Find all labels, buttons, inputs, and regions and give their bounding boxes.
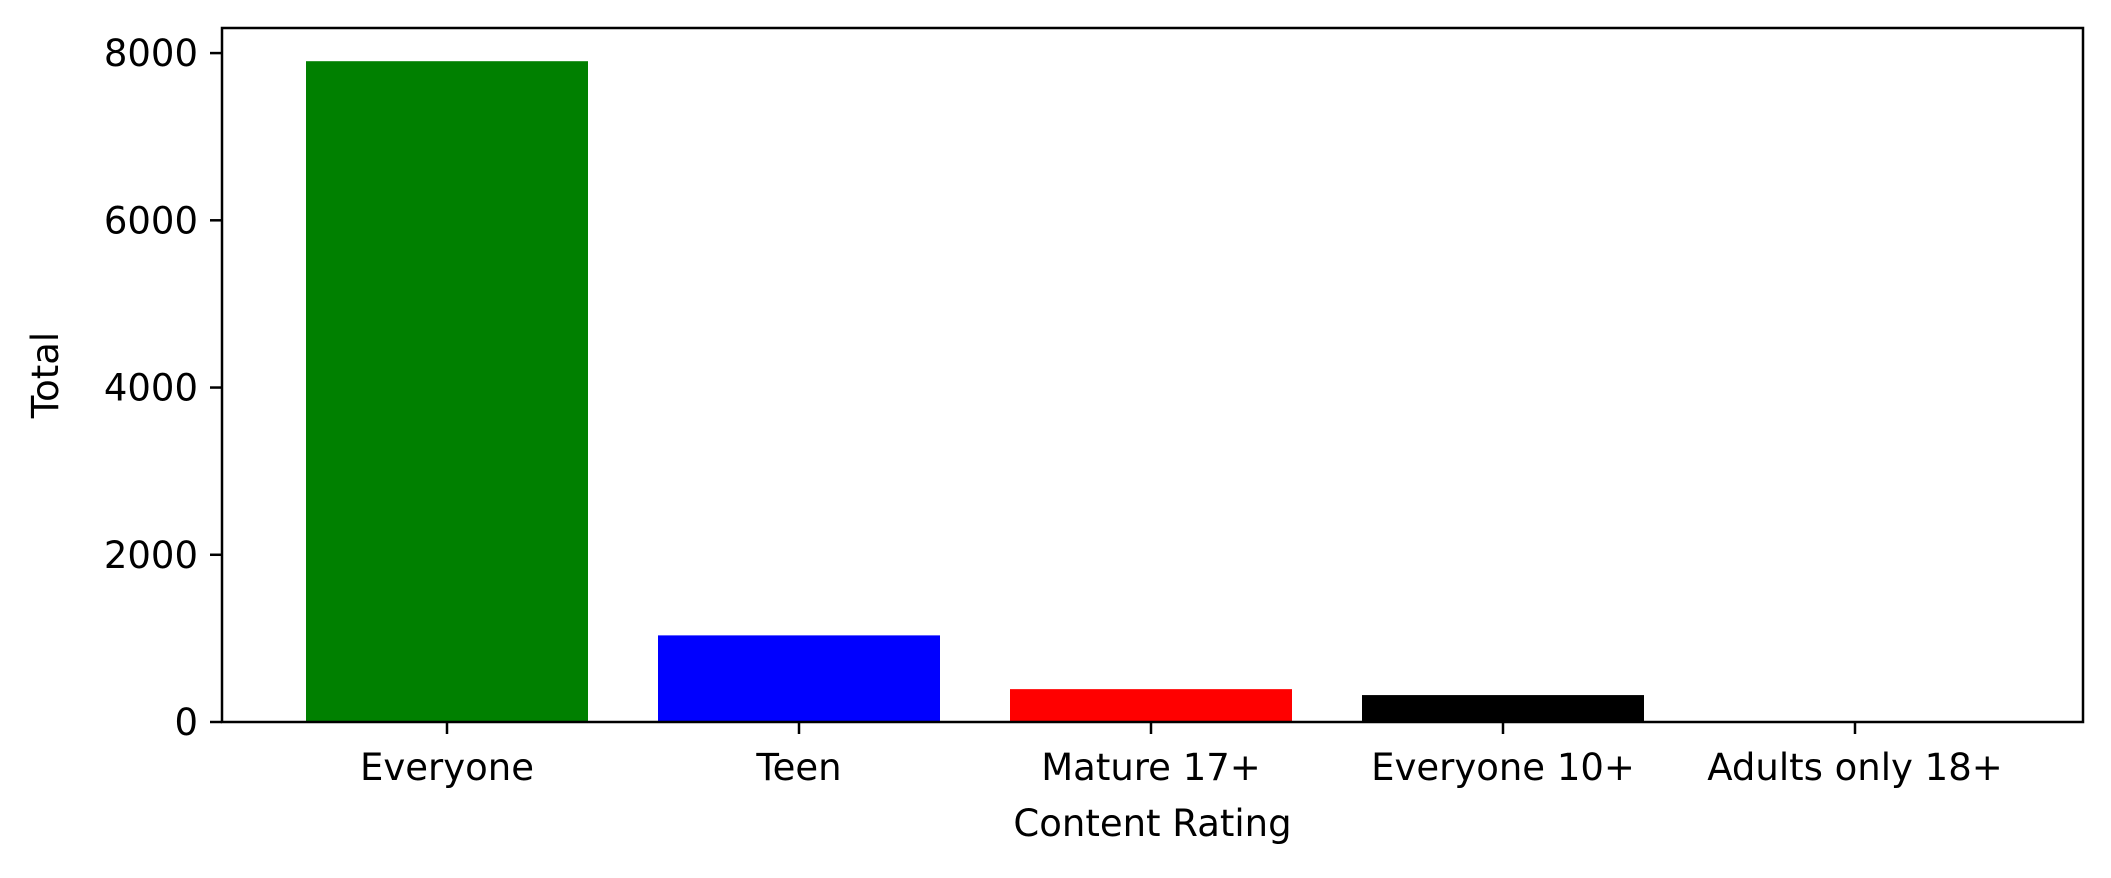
x-tick-label: Mature 17+ [1041,746,1261,789]
y-tick-label: 2000 [104,534,198,577]
bar-teen [658,635,940,722]
y-tick-label: 4000 [104,367,198,410]
y-tick-label: 6000 [104,199,198,242]
x-tick-label: Everyone 10+ [1371,746,1635,789]
x-tick-label: Adults only 18+ [1707,746,2003,789]
y-tick-label: 8000 [104,32,198,75]
x-axis: Everyone Teen Mature 17+ Everyone 10+ Adults… [360,722,2003,789]
plot-frame [220,26,2085,724]
x-axis-label: Content Rating [1013,802,1291,845]
bar-everyone-10 [1362,695,1644,722]
x-tick-label: Teen [755,746,841,789]
y-axis-label: Total [24,332,67,419]
y-axis: 0 2000 4000 6000 8000 [104,32,222,744]
bar-mature-17 [1010,689,1292,722]
bars-layer [306,61,1996,722]
bar-everyone [306,61,588,722]
y-tick-label: 0 [174,701,198,744]
x-tick-label: Everyone [360,746,534,789]
